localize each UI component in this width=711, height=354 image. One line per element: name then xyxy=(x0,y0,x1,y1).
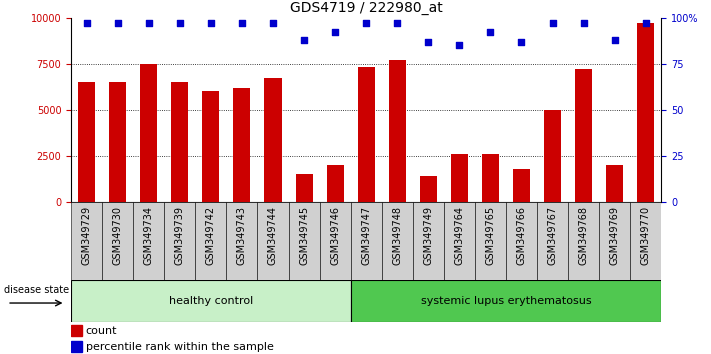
Bar xyxy=(196,202,226,280)
Bar xyxy=(133,202,164,280)
Bar xyxy=(71,341,82,353)
Bar xyxy=(351,280,661,322)
Text: GSM349747: GSM349747 xyxy=(361,206,371,265)
Point xyxy=(454,42,465,48)
Bar xyxy=(102,202,133,280)
Title: GDS4719 / 222980_at: GDS4719 / 222980_at xyxy=(290,1,442,15)
Point xyxy=(267,21,279,26)
Point xyxy=(299,37,310,42)
Bar xyxy=(109,82,127,202)
Bar xyxy=(71,280,351,322)
Bar xyxy=(319,202,351,280)
Bar xyxy=(606,165,623,202)
Point xyxy=(360,21,372,26)
Point xyxy=(205,21,217,26)
Text: GSM349745: GSM349745 xyxy=(299,206,309,265)
Text: GSM349739: GSM349739 xyxy=(175,206,185,265)
Text: GSM349767: GSM349767 xyxy=(547,206,557,265)
Point xyxy=(547,21,558,26)
Text: count: count xyxy=(86,326,117,336)
Bar xyxy=(289,202,319,280)
Text: systemic lupus erythematosus: systemic lupus erythematosus xyxy=(421,296,592,306)
Text: GSM349770: GSM349770 xyxy=(641,206,651,265)
Text: GSM349734: GSM349734 xyxy=(144,206,154,265)
Text: GSM349742: GSM349742 xyxy=(206,206,216,265)
Text: GSM349748: GSM349748 xyxy=(392,206,402,265)
Bar xyxy=(419,176,437,202)
Bar xyxy=(351,202,382,280)
Point xyxy=(515,39,527,45)
Bar xyxy=(630,202,661,280)
Text: GSM349769: GSM349769 xyxy=(609,206,620,265)
Bar xyxy=(78,82,95,202)
Text: disease state: disease state xyxy=(4,285,69,295)
Text: GSM349766: GSM349766 xyxy=(516,206,526,265)
Point xyxy=(485,30,496,35)
Text: GSM349729: GSM349729 xyxy=(82,206,92,265)
Bar xyxy=(451,154,468,202)
Bar xyxy=(171,82,188,202)
Point xyxy=(609,37,620,42)
Point xyxy=(640,21,651,26)
Text: GSM349730: GSM349730 xyxy=(112,206,123,265)
Bar xyxy=(475,202,506,280)
Point xyxy=(422,39,434,45)
Bar xyxy=(203,91,220,202)
Bar xyxy=(296,174,313,202)
Text: GSM349746: GSM349746 xyxy=(330,206,340,265)
Text: GSM349743: GSM349743 xyxy=(237,206,247,265)
Bar xyxy=(358,67,375,202)
Bar xyxy=(71,325,82,336)
Bar xyxy=(637,23,654,202)
Text: GSM349749: GSM349749 xyxy=(423,206,433,265)
Bar xyxy=(599,202,630,280)
Point xyxy=(236,21,247,26)
Bar xyxy=(413,202,444,280)
Point xyxy=(578,21,589,26)
Point xyxy=(112,21,124,26)
Text: GSM349764: GSM349764 xyxy=(454,206,464,265)
Bar xyxy=(482,154,499,202)
Point xyxy=(81,21,92,26)
Text: GSM349768: GSM349768 xyxy=(579,206,589,265)
Bar xyxy=(537,202,568,280)
Bar xyxy=(164,202,196,280)
Bar xyxy=(382,202,413,280)
Bar xyxy=(506,202,537,280)
Point xyxy=(329,30,341,35)
Text: GSM349765: GSM349765 xyxy=(486,206,496,265)
Bar xyxy=(568,202,599,280)
Text: GSM349744: GSM349744 xyxy=(268,206,278,265)
Point xyxy=(174,21,186,26)
Bar xyxy=(575,69,592,202)
Bar xyxy=(326,165,343,202)
Point xyxy=(143,21,154,26)
Bar xyxy=(389,60,406,202)
Bar xyxy=(513,169,530,202)
Bar xyxy=(444,202,475,280)
Bar xyxy=(140,64,157,202)
Point xyxy=(392,21,403,26)
Text: healthy control: healthy control xyxy=(169,296,253,306)
Bar xyxy=(257,202,289,280)
Text: percentile rank within the sample: percentile rank within the sample xyxy=(86,342,274,352)
Bar xyxy=(264,79,282,202)
Bar xyxy=(226,202,257,280)
Bar xyxy=(233,88,250,202)
Bar xyxy=(71,202,102,280)
Bar xyxy=(544,110,561,202)
